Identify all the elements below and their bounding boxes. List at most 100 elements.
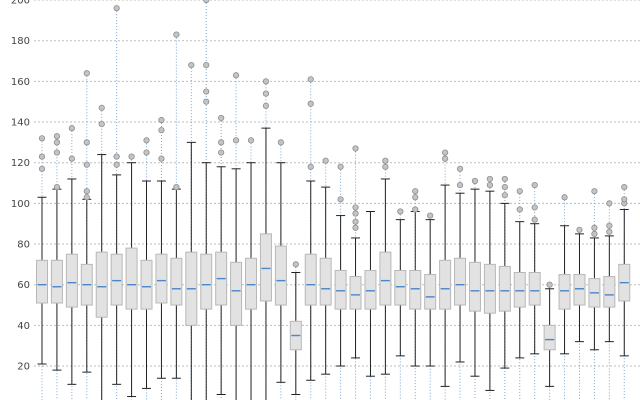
box-body	[170, 257, 183, 306]
box-body	[36, 259, 48, 304]
y-tick-label: 200	[11, 0, 30, 7]
outlier-point	[486, 181, 493, 189]
box-body	[364, 269, 377, 310]
outlier-point	[546, 281, 553, 288]
outlier-point	[158, 116, 165, 124]
outlier-point	[98, 120, 105, 128]
box-body	[454, 257, 467, 306]
outlier-point	[113, 161, 120, 168]
box-group	[259, 78, 272, 400]
outlier-point	[561, 194, 568, 201]
box-group	[543, 281, 556, 387]
box-group	[230, 72, 243, 400]
outlier-point	[412, 194, 419, 201]
outlier-point	[427, 212, 434, 219]
box-body	[125, 247, 138, 310]
outlier-point	[337, 196, 344, 203]
outlier-point	[203, 88, 210, 95]
box-body	[513, 272, 526, 308]
box-body	[424, 274, 437, 310]
outlier-point	[143, 137, 150, 144]
box-body	[379, 251, 392, 306]
box-group	[409, 188, 422, 367]
box-group	[289, 261, 302, 396]
outlier-point	[53, 184, 61, 191]
outlier-point	[38, 135, 46, 142]
y-tick-label: 180	[11, 36, 30, 47]
box-group	[439, 149, 452, 387]
box-body	[200, 253, 213, 310]
outlier-point	[352, 218, 359, 225]
dotted-guide-lines	[41, 0, 625, 400]
box-group	[394, 208, 407, 357]
box-group	[125, 153, 138, 398]
box-body	[155, 253, 168, 304]
outlier-point	[606, 222, 613, 229]
outlier-point	[382, 163, 389, 170]
outlier-point	[501, 184, 508, 191]
box-group	[349, 145, 362, 359]
outlier-point	[307, 163, 314, 170]
box-body	[409, 269, 422, 310]
outlier-point	[83, 70, 90, 77]
box-group	[245, 137, 258, 400]
box-body	[140, 259, 153, 310]
outlier-point	[382, 157, 389, 164]
box-group	[379, 157, 392, 375]
outlier-point	[501, 192, 508, 199]
box-group	[80, 70, 93, 373]
box-body	[304, 253, 317, 306]
outlier-point	[173, 184, 180, 191]
box-group	[528, 181, 541, 355]
box-group	[304, 76, 317, 381]
box-group	[483, 175, 496, 391]
box-body	[274, 245, 287, 306]
outlier-point	[442, 149, 449, 156]
box-body	[394, 269, 407, 306]
outlier-point	[218, 139, 225, 146]
box-group	[36, 135, 48, 365]
box-body	[573, 274, 586, 306]
outlier-point	[307, 76, 314, 83]
box-body	[603, 276, 616, 308]
box-group	[110, 5, 123, 385]
y-tick-label: 40	[17, 321, 30, 332]
outlier-point	[113, 5, 120, 12]
box-body	[483, 263, 496, 314]
outlier-point	[591, 230, 598, 237]
outlier-point	[38, 165, 46, 172]
outlier-point	[606, 200, 613, 207]
outlier-point	[232, 137, 240, 144]
y-tick-label: 120	[11, 158, 30, 169]
outlier-point	[83, 188, 90, 195]
box-body	[95, 251, 108, 318]
box-group	[364, 211, 377, 377]
gridlines	[34, 0, 640, 367]
outlier-point	[173, 31, 180, 38]
outlier-point	[143, 149, 150, 156]
y-axis-tick-labels: 20 40 60 80 100 120 140 160 180 200	[11, 0, 30, 373]
outlier-point	[68, 155, 75, 162]
box-group	[274, 139, 287, 383]
outlier-point	[621, 196, 628, 203]
outlier-point	[501, 175, 508, 183]
outlier-point	[83, 161, 90, 168]
box-group	[155, 116, 168, 379]
outlier-point	[337, 163, 344, 170]
outlier-point	[188, 62, 195, 69]
outlier-point	[113, 153, 120, 160]
outlier-point	[158, 155, 165, 162]
box-body	[543, 324, 556, 351]
outlier-point	[218, 114, 225, 122]
y-tick-label: 60	[17, 280, 30, 291]
box-group	[140, 137, 153, 389]
outlier-point	[203, 62, 210, 69]
outlier-point	[53, 139, 61, 146]
outlier-point	[53, 133, 61, 140]
outlier-point	[591, 224, 598, 231]
outlier-point	[352, 204, 359, 211]
outlier-point	[262, 90, 270, 97]
box-group	[573, 226, 586, 343]
box-body	[50, 259, 63, 304]
